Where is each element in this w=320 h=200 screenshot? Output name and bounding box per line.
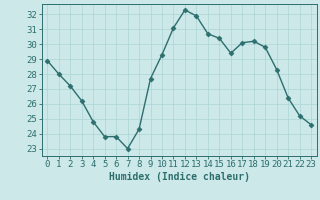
X-axis label: Humidex (Indice chaleur): Humidex (Indice chaleur) — [109, 172, 250, 182]
